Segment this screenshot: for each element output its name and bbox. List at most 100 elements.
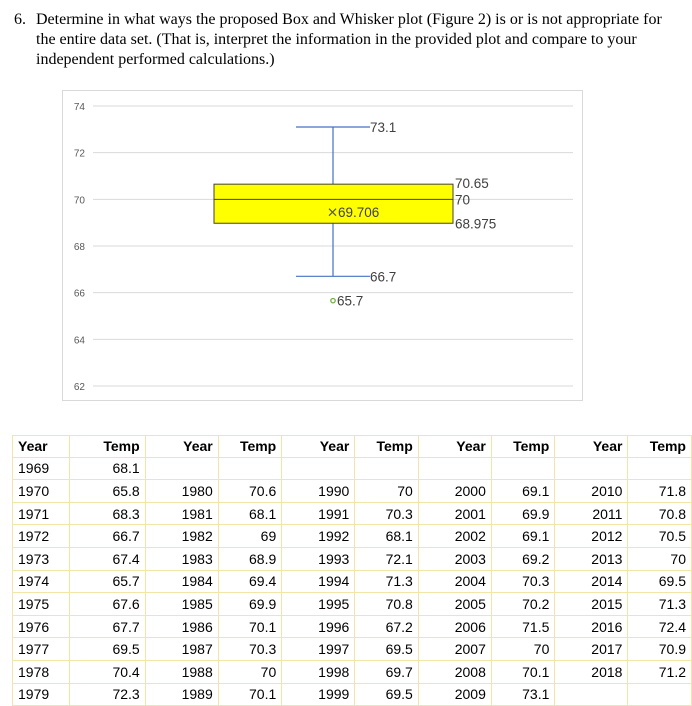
temp-cell: 70.5 bbox=[627, 524, 692, 548]
temp-cell: 69.5 bbox=[354, 637, 419, 661]
temp-cell bbox=[217, 456, 283, 481]
temp-cell: 70.1 bbox=[217, 682, 283, 706]
year-cell bbox=[281, 456, 356, 481]
temp-cell: 73.1 bbox=[490, 682, 556, 706]
temp-cell: 70.9 bbox=[627, 637, 692, 661]
column-header: Year bbox=[417, 435, 492, 458]
year-cell: 1981 bbox=[144, 501, 219, 526]
mean-marker bbox=[328, 208, 337, 217]
year-cell: 1987 bbox=[144, 637, 219, 661]
column-header: Temp bbox=[217, 435, 283, 458]
year-cell: 1977 bbox=[12, 637, 70, 661]
year-cell: 2018 bbox=[554, 659, 629, 684]
table-row: 1969 68.1 bbox=[12, 456, 692, 481]
column-header: Year bbox=[281, 435, 356, 458]
temp-cell: 72.4 bbox=[627, 614, 692, 639]
table-row: 1978 70.4 1988 70 1998 69.7 2008 70.1 2018 71.2 bbox=[12, 659, 692, 684]
temp-cell: 69 bbox=[217, 524, 283, 548]
temp-cell: 69.2 bbox=[490, 546, 556, 571]
temp-cell: 68.3 bbox=[68, 501, 146, 526]
column-header: Temp bbox=[68, 435, 146, 458]
temp-cell: 72.3 bbox=[68, 682, 146, 706]
table-row: 1976 67.7 1986 70.1 1996 67.2 2006 71.5 2016 72.4 bbox=[12, 614, 692, 639]
temp-cell: 71.3 bbox=[354, 569, 419, 594]
year-cell: 1971 bbox=[12, 501, 70, 526]
y-tick-label: 62 bbox=[74, 382, 86, 393]
year-cell bbox=[144, 456, 219, 481]
column-header: Year bbox=[12, 435, 70, 458]
temp-cell: 68.1 bbox=[217, 501, 283, 526]
year-cell: 1986 bbox=[144, 614, 219, 639]
year-cell: 1969 bbox=[12, 456, 70, 481]
temp-cell: 71.5 bbox=[490, 614, 556, 639]
year-cell: 1988 bbox=[144, 659, 219, 684]
year-cell: 1976 bbox=[12, 614, 70, 639]
temp-cell: 69.1 bbox=[490, 479, 556, 503]
year-cell: 1993 bbox=[281, 546, 356, 571]
temp-cell: 69.4 bbox=[217, 569, 283, 594]
label-mean: 69.706 bbox=[338, 205, 379, 220]
label-q3: 70.65 bbox=[455, 176, 489, 191]
label-whisker-low: 66.7 bbox=[370, 269, 396, 284]
column-header: Temp bbox=[490, 435, 556, 458]
year-cell: 2008 bbox=[417, 659, 492, 684]
table-row: 1979 72.3 1989 70.1 1999 69.5 2009 73.1 bbox=[12, 682, 692, 706]
temp-cell bbox=[627, 682, 692, 706]
temp-cell: 70.3 bbox=[217, 637, 283, 661]
year-cell: 1978 bbox=[12, 659, 70, 684]
year-cell: 2013 bbox=[554, 546, 629, 571]
temp-cell: 69.5 bbox=[627, 569, 692, 594]
box-whisker-chart: 62 64 66 68 70 72 74 73.1 70.65 70 68.975 69.706 66.… bbox=[62, 90, 583, 401]
temp-cell: 70.3 bbox=[354, 501, 419, 526]
year-cell: 1992 bbox=[281, 524, 356, 548]
outlier-point bbox=[330, 297, 336, 304]
temp-cell: 70.8 bbox=[627, 501, 692, 526]
column-header: Year bbox=[144, 435, 219, 458]
iqr-box bbox=[213, 183, 454, 224]
table-row: 1971 68.3 1981 68.1 1991 70.3 2001 69.9 2011 70.8 bbox=[12, 501, 692, 526]
temp-cell: 71.2 bbox=[627, 659, 692, 684]
temp-cell: 69.7 bbox=[354, 659, 419, 684]
year-cell: 2016 bbox=[554, 614, 629, 639]
year-cell: 1984 bbox=[144, 569, 219, 594]
year-cell: 2010 bbox=[554, 479, 629, 503]
year-cell: 1989 bbox=[144, 682, 219, 706]
temp-cell: 72.1 bbox=[354, 546, 419, 571]
table-row: 1973 67.4 1983 68.9 1993 72.1 2003 69.2 2013 70 bbox=[12, 546, 692, 571]
question-number: 6. bbox=[14, 11, 26, 28]
temp-cell: 70.1 bbox=[217, 614, 283, 639]
temp-cell: 68.1 bbox=[68, 456, 146, 481]
year-cell: 1996 bbox=[281, 614, 356, 639]
year-cell: 1991 bbox=[281, 501, 356, 526]
temp-cell: 67.7 bbox=[68, 614, 146, 639]
year-cell bbox=[554, 682, 629, 706]
temp-cell: 68.9 bbox=[217, 546, 283, 571]
temp-cell: 69.5 bbox=[68, 637, 146, 661]
year-cell: 2006 bbox=[417, 614, 492, 639]
year-cell: 1973 bbox=[12, 546, 70, 571]
year-cell: 1974 bbox=[12, 569, 70, 594]
y-tick-label: 72 bbox=[74, 149, 86, 160]
year-cell: 1985 bbox=[144, 592, 219, 616]
question-text: Determine in what ways the proposed Box … bbox=[36, 11, 662, 68]
temp-cell: 66.7 bbox=[68, 524, 146, 548]
label-median: 70 bbox=[455, 192, 470, 207]
temp-cell bbox=[627, 456, 692, 481]
year-cell: 2012 bbox=[554, 524, 629, 548]
temp-cell bbox=[354, 456, 419, 481]
box-whisker-svg: 6264666870727473.170.657068.97569.70666.… bbox=[74, 102, 573, 393]
temp-cell: 70 bbox=[354, 479, 419, 503]
year-cell: 1999 bbox=[281, 682, 356, 706]
column-header: Temp bbox=[627, 435, 692, 458]
year-cell: 1982 bbox=[144, 524, 219, 548]
y-tick-label: 68 bbox=[74, 242, 86, 253]
temp-cell: 70.3 bbox=[490, 569, 556, 594]
table-row: 1972 66.7 1982 69 1992 68.1 2002 69.1 2012 70.5 bbox=[12, 524, 692, 548]
y-tick-label: 66 bbox=[74, 289, 86, 300]
y-tick-label: 64 bbox=[74, 335, 86, 346]
year-cell bbox=[417, 456, 492, 481]
year-cell: 1994 bbox=[281, 569, 356, 594]
table-row: 1970 65.8 1980 70.6 1990 70 2000 69.1 2010 71.8 bbox=[12, 479, 692, 503]
temp-cell: 67.2 bbox=[354, 614, 419, 639]
y-tick-label: 74 bbox=[74, 102, 86, 113]
